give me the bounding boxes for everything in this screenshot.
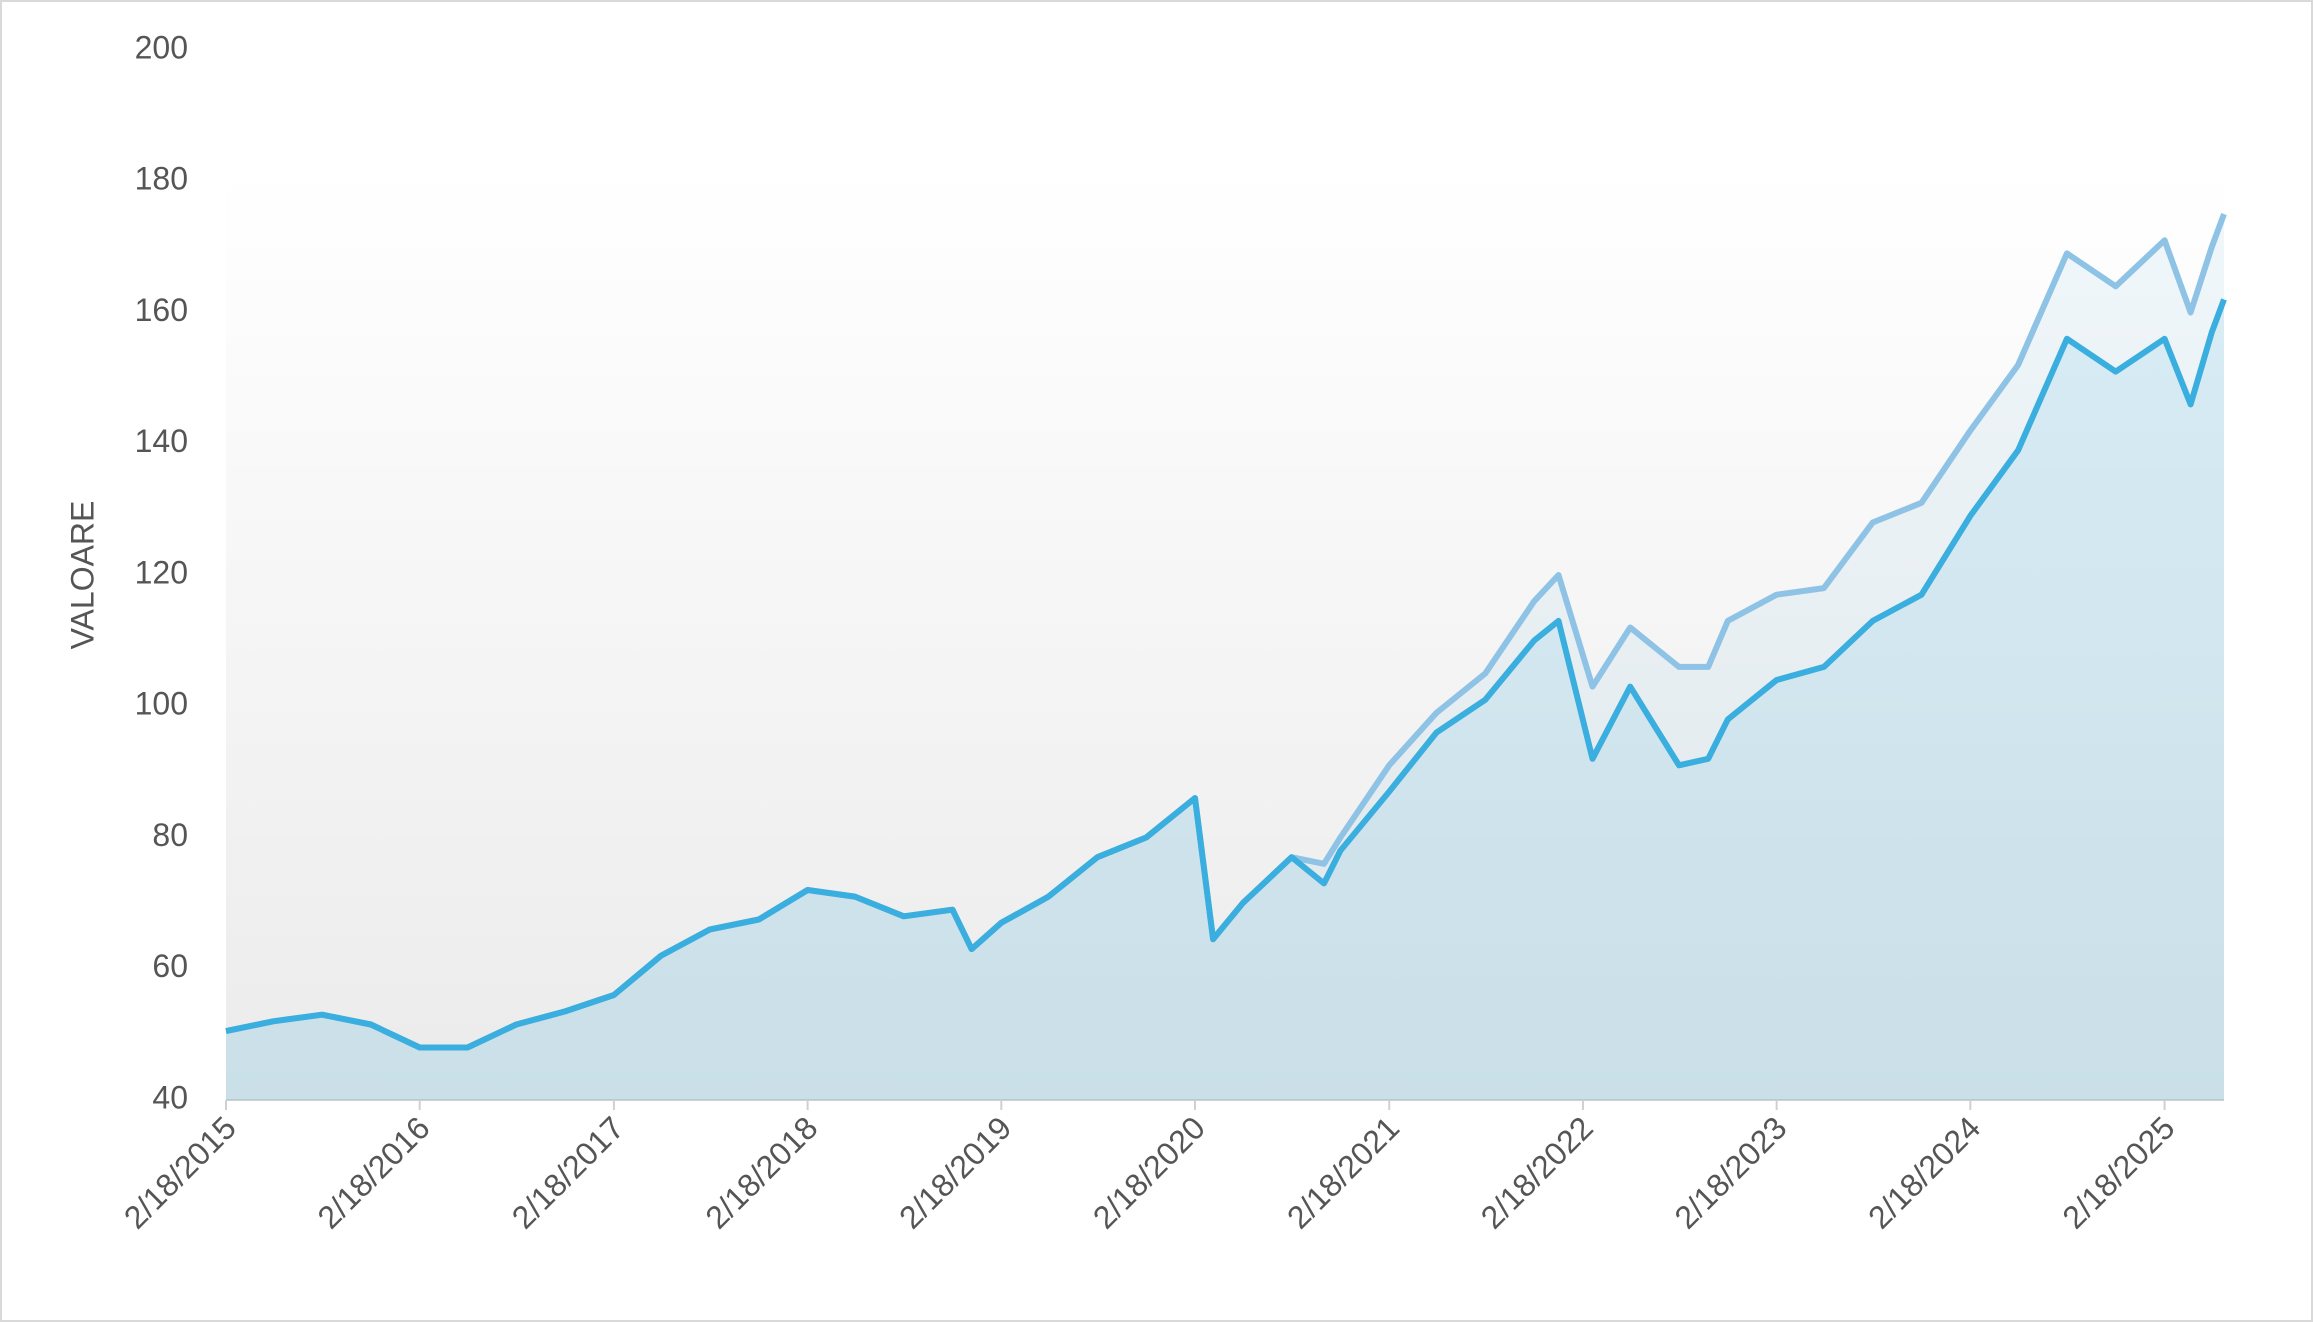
area xyxy=(226,299,2224,1100)
y-tick-label: 140 xyxy=(135,423,188,459)
line xyxy=(225,298,2227,1051)
y-tick-label: 60 xyxy=(152,948,188,984)
y-tick-label: 120 xyxy=(135,554,188,590)
y-axis-label: VALOARE xyxy=(64,501,100,650)
y-tick-label: 200 xyxy=(135,29,188,65)
y-tick-label: 40 xyxy=(152,1079,188,1115)
y-tick-label: 180 xyxy=(135,161,188,197)
y-tick-label: 100 xyxy=(135,686,188,722)
area xyxy=(226,214,2224,1101)
y-tick-label: 80 xyxy=(152,817,188,853)
plot-area xyxy=(226,170,2224,1100)
y-tick-label: 160 xyxy=(135,292,188,328)
